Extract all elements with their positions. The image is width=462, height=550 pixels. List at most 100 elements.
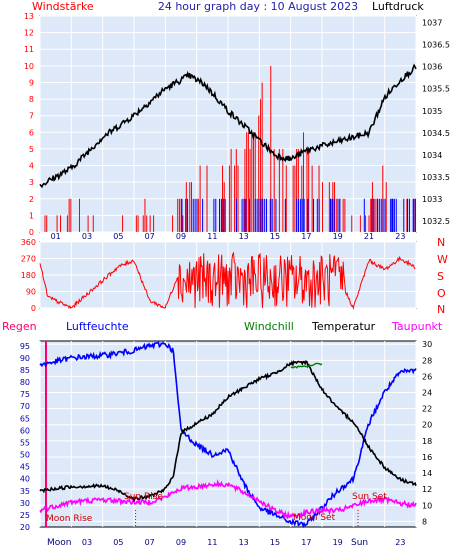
wind-direction-line bbox=[39, 251, 416, 310]
y-tick-label-left: 3 bbox=[29, 178, 34, 187]
series-panel2 bbox=[39, 251, 416, 310]
axes-panel3: 20 25 30 35 40 45 50 55 60 65 70 75 80 85 90 95 8 10 12 14 1… bbox=[20, 340, 432, 547]
annotation-sun-set: Sun Set bbox=[352, 492, 387, 502]
series-panel3 bbox=[39, 341, 417, 529]
legend-regen: Regen bbox=[2, 320, 37, 333]
x-tick-label: 07 bbox=[145, 232, 155, 241]
x-tick-label: 17 bbox=[301, 232, 311, 241]
y-tick-label-right: 1037 bbox=[422, 19, 442, 28]
y-tick-label-right: 16 bbox=[422, 453, 432, 462]
x-tick-label: 03 bbox=[82, 232, 92, 241]
temperature-line bbox=[39, 359, 417, 503]
y-tick-label-left: 70 bbox=[20, 402, 30, 411]
y-tick-label-right: N bbox=[437, 236, 445, 249]
y-tick-label-right: 12 bbox=[422, 485, 432, 494]
header-title: 24 hour graph day : 10 August 2023 bbox=[158, 0, 358, 13]
y-tick-label-left: 20 bbox=[20, 523, 30, 532]
x-tick-label: 09 bbox=[176, 538, 186, 547]
x-tick-label: 05 bbox=[113, 232, 123, 241]
x-tick-label: 03 bbox=[82, 538, 92, 547]
y-tick-label-left: 11 bbox=[24, 45, 34, 54]
y-tick-label-left: 12 bbox=[24, 29, 34, 38]
x-tick-label: 01 bbox=[51, 232, 61, 241]
grid-panel1 bbox=[39, 15, 417, 233]
x-tick-label: 23 bbox=[395, 538, 405, 547]
y-tick-label-right: 1034.5 bbox=[422, 129, 450, 138]
annotation-sun-rise: Sun Rise bbox=[124, 492, 163, 502]
annotation-moon-set: Moon Set bbox=[293, 513, 336, 523]
y-tick-label-right: 1036.5 bbox=[422, 41, 450, 50]
y-tick-label-right: 1035 bbox=[422, 107, 442, 116]
y-tick-label-right: O bbox=[437, 287, 446, 300]
x-tick-label: 11 bbox=[207, 232, 217, 241]
y-tick-label-left: 55 bbox=[20, 438, 30, 447]
y-tick-label-left: 0 bbox=[29, 228, 34, 237]
axis-label-moon: Moon bbox=[47, 538, 71, 548]
y-tick-label-right: 18 bbox=[422, 437, 432, 446]
x-tick-label: 23 bbox=[395, 232, 405, 241]
y-tick-label-right: 8 bbox=[422, 517, 427, 526]
y-tick-label-left: 2 bbox=[29, 195, 34, 204]
y-tick-label-left: 95 bbox=[20, 342, 30, 351]
y-tick-label-left: 4 bbox=[29, 162, 34, 171]
y-tick-label-left: 10 bbox=[24, 62, 34, 71]
y-tick-label-left: 65 bbox=[20, 414, 30, 423]
y-tick-label-right: N bbox=[437, 303, 445, 316]
y-tick-label-left: 40 bbox=[20, 475, 30, 484]
windchill-line bbox=[290, 362, 323, 369]
y-tick-label-right: 22 bbox=[422, 405, 432, 414]
y-tick-label-left: 25 bbox=[20, 511, 30, 520]
x-tick-label: 15 bbox=[270, 232, 280, 241]
x-tick-label: 13 bbox=[239, 232, 249, 241]
y-tick-label-right: 1032.5 bbox=[422, 217, 450, 226]
x-tick-label: 11 bbox=[207, 538, 217, 547]
y-tick-label-left: 7 bbox=[29, 112, 34, 121]
y-tick-label-right: 26 bbox=[422, 372, 432, 381]
y-tick-label-left: 30 bbox=[20, 499, 30, 508]
y-tick-label-right: 1033.5 bbox=[422, 173, 450, 182]
y-tick-label-left: 180 bbox=[21, 271, 36, 280]
x-tick-label: 19 bbox=[333, 538, 343, 547]
x-tick-label: 07 bbox=[145, 538, 155, 547]
y-tick-label-left: 0 bbox=[31, 304, 36, 313]
y-tick-label-right: 20 bbox=[422, 421, 432, 430]
axes-panel1: 0123456789101112131032.510331033.5103410… bbox=[24, 12, 450, 241]
y-tick-label-right: 1033 bbox=[422, 195, 442, 204]
y-tick-label-left: 6 bbox=[29, 128, 34, 137]
y-tick-label-right: 1035.5 bbox=[422, 85, 450, 94]
legend-luftfeuchte: Luftfeuchte bbox=[66, 320, 129, 333]
axis-label-sun: Sun bbox=[351, 538, 368, 548]
y-tick-label-left: 80 bbox=[20, 378, 30, 387]
y-tick-label-right: 28 bbox=[422, 356, 432, 365]
header-luftdruck: Luftdruck bbox=[372, 0, 424, 13]
grid-panel3 bbox=[39, 341, 417, 527]
x-tick-label: 19 bbox=[333, 232, 343, 241]
x-tick-label: 17 bbox=[301, 538, 311, 547]
y-tick-label-left: 45 bbox=[20, 463, 30, 472]
legend-taupunkt: Taupunkt bbox=[391, 320, 443, 333]
y-tick-label-right: 14 bbox=[422, 469, 432, 478]
legend-temperatur: Temperatur bbox=[311, 320, 376, 333]
x-tick-label: 15 bbox=[270, 538, 280, 547]
x-tick-label: 21 bbox=[364, 232, 374, 241]
x-tick-label: 09 bbox=[176, 232, 186, 241]
dewpoint-line bbox=[39, 478, 417, 520]
y-tick-label-left: 13 bbox=[24, 12, 34, 21]
y-tick-label-right: 30 bbox=[422, 340, 432, 349]
y-tick-label-left: 9 bbox=[29, 78, 34, 87]
y-tick-label-left: 90 bbox=[26, 288, 36, 297]
x-tick-label: 05 bbox=[113, 538, 123, 547]
y-tick-label-left: 60 bbox=[20, 426, 30, 435]
y-tick-label-left: 1 bbox=[29, 211, 34, 220]
y-tick-label-left: 8 bbox=[29, 95, 34, 104]
y-tick-label-left: 90 bbox=[20, 354, 30, 363]
y-tick-label-right: 24 bbox=[422, 389, 432, 398]
y-tick-label-left: 85 bbox=[20, 366, 30, 375]
y-tick-label-right: S bbox=[437, 270, 444, 283]
header-windstaerke: Windstärke bbox=[32, 0, 94, 13]
x-tick-label: 13 bbox=[239, 538, 249, 547]
annotation-moon-rise: Moon Rise bbox=[46, 514, 93, 524]
y-tick-label-right: 1036 bbox=[422, 63, 442, 72]
